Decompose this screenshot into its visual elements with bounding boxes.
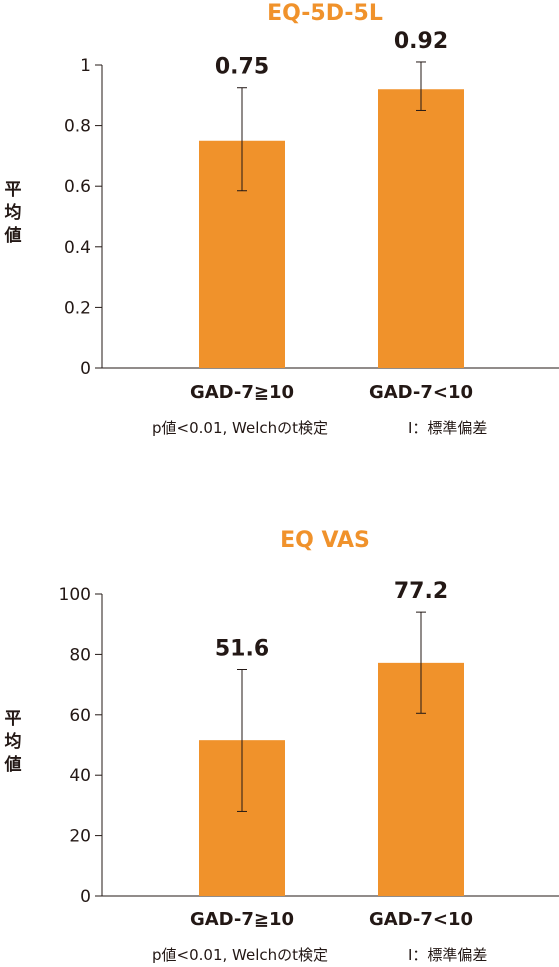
data-label: 77.2 bbox=[394, 579, 448, 604]
footnote-error-legend: Ⅰ：標準偏差 bbox=[408, 419, 487, 437]
y-tick-label: 40 bbox=[69, 766, 91, 786]
y-axis-label: 平均値 bbox=[4, 180, 22, 246]
chart-title: EQ-5D-5L bbox=[267, 1, 383, 26]
bar bbox=[378, 89, 464, 369]
x-tick-label: GAD-7<10 bbox=[369, 909, 473, 930]
y-tick-label: 0.6 bbox=[64, 177, 91, 197]
y-axis-label-char: 値 bbox=[4, 225, 22, 246]
chart-eq5d5l: EQ-5D-5L 0 0.2 0.4 0.6 0.8 1 平均値 0.75 GAD-7≧10 0.9… bbox=[4, 1, 559, 437]
chart-panel-eq5d5l: EQ-5D-5L 0 0.2 0.4 0.6 0.8 1 平均値 0.75 GAD-7≧10 0.9… bbox=[0, 0, 559, 460]
y-axis-label-char: 値 bbox=[4, 754, 22, 775]
y-tick-label: 100 bbox=[59, 585, 91, 605]
y-axis-label-char: 均 bbox=[5, 731, 22, 752]
y-tick-label: 0 bbox=[80, 359, 91, 379]
x-tick-label: GAD-7≧10 bbox=[190, 909, 294, 930]
y-tick-label: 1 bbox=[80, 56, 91, 76]
y-axis-label-char: 平 bbox=[5, 180, 22, 200]
data-label: 0.75 bbox=[215, 55, 269, 80]
y-axis-label-char: 平 bbox=[5, 709, 22, 729]
y-axis-label-char: 均 bbox=[5, 202, 22, 223]
y-tick-label: 80 bbox=[69, 645, 91, 665]
x-tick-label: GAD-7<10 bbox=[369, 382, 473, 403]
y-tick-label: 20 bbox=[69, 827, 91, 847]
y-tick-label: 0.4 bbox=[64, 238, 91, 258]
y-axis-label: 平均値 bbox=[4, 709, 22, 775]
footnote-test: p値<0.01, Welchのt検定 bbox=[152, 419, 328, 437]
y-tick-label: 60 bbox=[69, 706, 91, 726]
y-tick-label: 0.8 bbox=[64, 117, 91, 137]
y-tick-label: 0.2 bbox=[64, 298, 91, 318]
chart-title: EQ VAS bbox=[280, 528, 370, 553]
y-tick-label: 0 bbox=[80, 887, 91, 907]
data-label: 51.6 bbox=[215, 637, 269, 662]
footnote-error-legend: Ⅰ：標準偏差 bbox=[408, 946, 487, 964]
x-tick-label: GAD-7≧10 bbox=[190, 382, 294, 403]
data-label: 0.92 bbox=[394, 29, 448, 54]
footnote-test: p値<0.01, Welchのt検定 bbox=[152, 946, 328, 964]
